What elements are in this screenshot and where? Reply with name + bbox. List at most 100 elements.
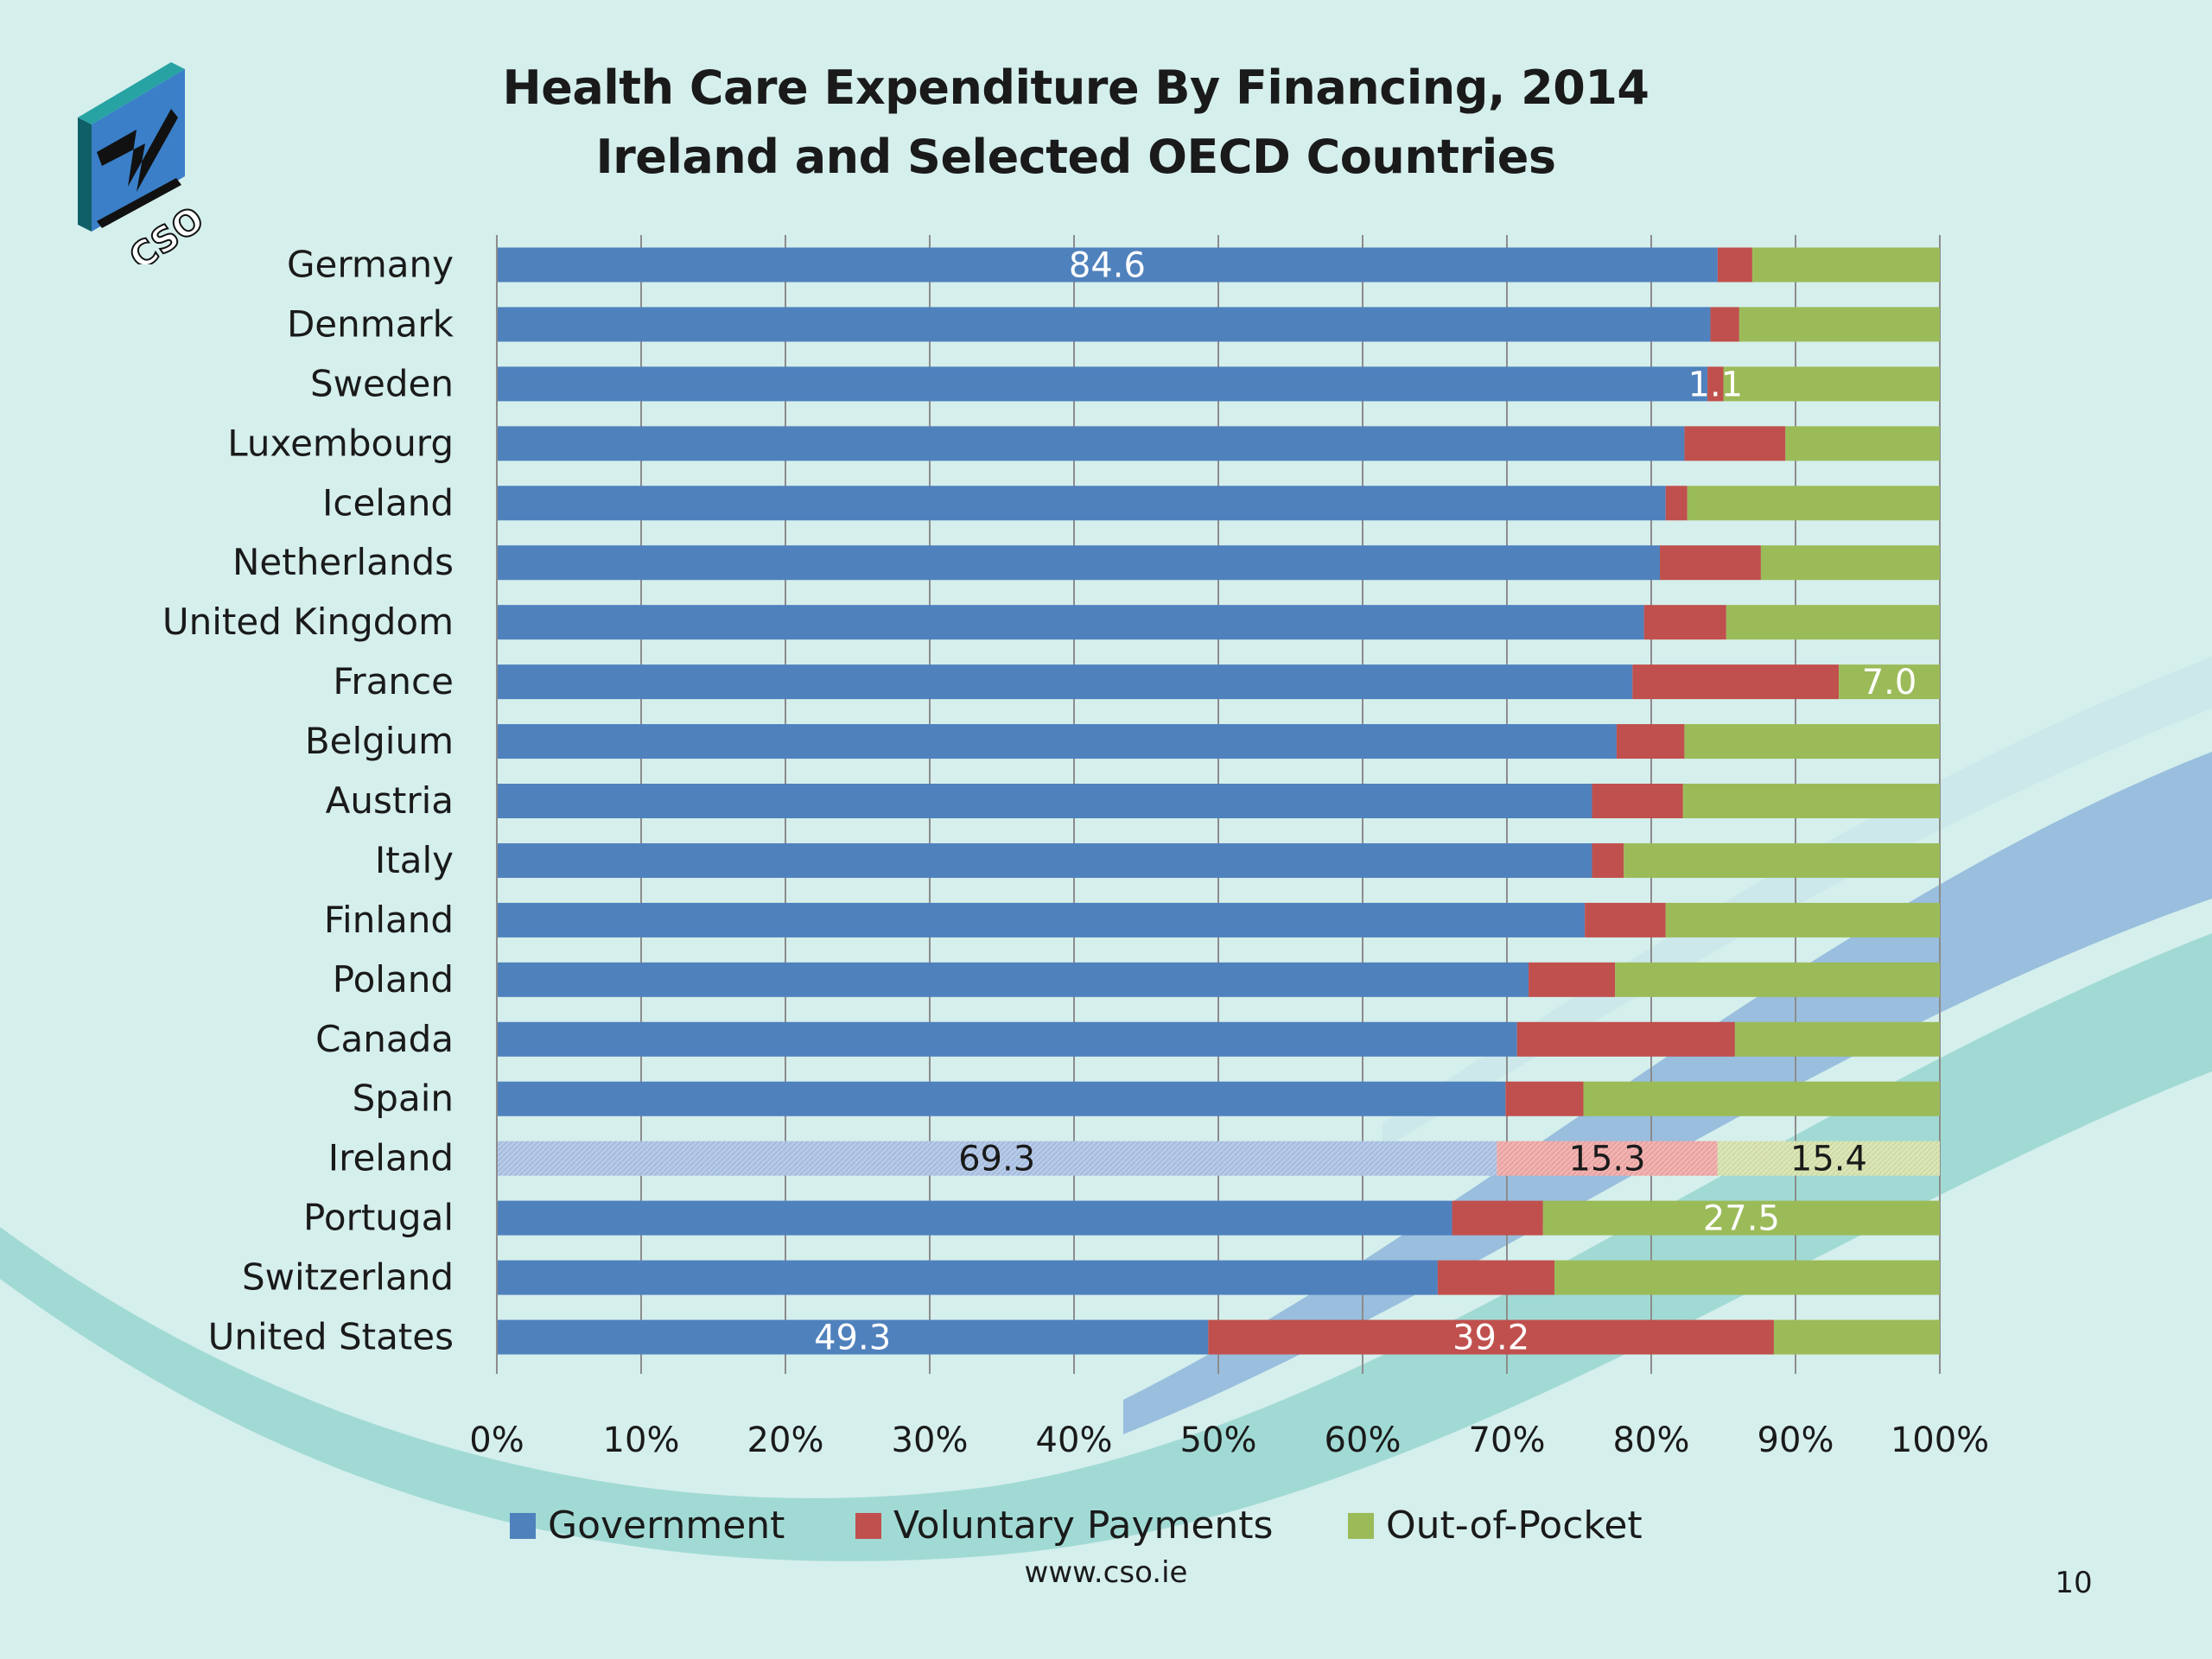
x-tick-label: 90% [1758, 1421, 1834, 1460]
category-label: Netherlands [232, 541, 454, 583]
bar-government [497, 605, 1644, 640]
category-label: Iceland [322, 481, 454, 524]
bar-voluntary [1516, 1021, 1735, 1057]
legend-label-government: Government [548, 1503, 785, 1548]
bar-out-of-pocket [1726, 605, 1940, 640]
bar-out-of-pocket [1717, 1141, 1940, 1176]
bar-voluntary [1616, 724, 1685, 760]
swoosh-teal [0, 933, 2212, 1561]
data-label: 1.1 [1688, 365, 1744, 404]
bar-out-of-pocket [1624, 842, 1940, 878]
x-tick-label: 100% [1891, 1421, 1989, 1460]
bar-voluntary [1585, 902, 1666, 938]
bar-government [497, 426, 1685, 461]
category-label: Germany [287, 243, 454, 285]
bar-voluntary [1665, 486, 1688, 521]
bar-out-of-pocket [1734, 1021, 1940, 1057]
category-label: Luxembourg [227, 422, 454, 464]
category-label: Denmark [287, 302, 454, 345]
bar-out-of-pocket [1682, 784, 1940, 818]
bar-out-of-pocket [1665, 902, 1940, 938]
bar-voluntary [1684, 426, 1786, 461]
legend-label-voluntary: Voluntary Payments [893, 1503, 1273, 1548]
bar-government [497, 842, 1592, 878]
bar-voluntary [1452, 1200, 1543, 1236]
bar-out-of-pocket [1723, 366, 1940, 402]
bar-government [497, 724, 1617, 760]
category-label: United States [208, 1316, 454, 1358]
x-tick-label: 10% [603, 1421, 680, 1460]
bar-out-of-pocket [1773, 1319, 1940, 1355]
bar-voluntary [1632, 664, 1840, 700]
category-label: Finland [324, 899, 454, 941]
bar-government [497, 962, 1529, 997]
bar-out-of-pocket [1554, 1260, 1940, 1295]
data-labels-layer: 84.6 1.1 7.0 69.3 15.3 15.4 27.5 49.3 39.2 [814, 245, 1916, 1357]
footer-url[interactable]: www.cso.ie [1024, 1555, 1188, 1590]
category-label: Belgium [305, 720, 454, 762]
category-label: Austria [326, 779, 454, 822]
x-tick-label: 60% [1325, 1421, 1402, 1460]
axis-layer: 0% 10% 20% 30% 40% 50% 60% 70% 80% 90% 100% Germany… [162, 235, 1989, 1460]
bar-government [497, 664, 1633, 700]
category-label: France [333, 660, 454, 702]
bar-government [497, 247, 1718, 283]
bar-government [497, 1200, 1452, 1236]
bar-out-of-pocket [1760, 545, 1940, 581]
category-label: Portugal [303, 1197, 454, 1239]
x-tick-label: 30% [892, 1421, 969, 1460]
bar-out-of-pocket [1738, 307, 1940, 342]
bar-government [497, 902, 1586, 938]
category-label: Switzerland [242, 1256, 454, 1299]
bar-voluntary [1710, 307, 1739, 342]
bar-government [497, 1260, 1438, 1295]
category-label: Sweden [310, 362, 454, 404]
x-tick-label: 40% [1036, 1421, 1113, 1460]
bar-voluntary [1437, 1260, 1555, 1295]
x-tick-label: 50% [1180, 1421, 1257, 1460]
bar-government [497, 1021, 1517, 1057]
bar-government [497, 1319, 1209, 1355]
cso-logo: CSO [78, 62, 212, 264]
bar-voluntary [1717, 247, 1752, 283]
bar-voluntary [1208, 1319, 1774, 1355]
data-label: 49.3 [814, 1319, 891, 1358]
bar-out-of-pocket [1615, 962, 1940, 997]
bar-out-of-pocket [1684, 724, 1940, 760]
data-label: 39.2 [1452, 1319, 1529, 1358]
bar-voluntary [1592, 784, 1683, 818]
chart-title-line-1: Health Care Expenditure By Financing, 20… [502, 60, 1649, 115]
bars-layer [497, 247, 1940, 1355]
bar-government [497, 1141, 1497, 1176]
bar-out-of-pocket [1751, 247, 1940, 283]
bar-government [497, 486, 1666, 521]
x-tick-label: 70% [1469, 1421, 1546, 1460]
bar-voluntary [1529, 962, 1616, 997]
bar-government [497, 1081, 1506, 1116]
chart-title-line-2: Ireland and Selected OECD Countries [595, 130, 1556, 184]
x-tick-label: 80% [1613, 1421, 1690, 1460]
data-label: 15.4 [1790, 1140, 1867, 1179]
bar-out-of-pocket [1583, 1081, 1940, 1116]
bar-government [497, 366, 1708, 402]
data-label: 27.5 [1703, 1199, 1780, 1239]
legend-swatch-government [510, 1513, 536, 1539]
x-tick-label: 0% [469, 1421, 524, 1460]
bar-voluntary [1660, 545, 1761, 581]
bar-government [497, 545, 1661, 581]
category-label: Spain [353, 1077, 454, 1120]
bar-out-of-pocket [1839, 664, 1940, 700]
page-number: 10 [2055, 1566, 2093, 1600]
bar-voluntary [1707, 366, 1724, 402]
data-label: 69.3 [958, 1140, 1035, 1179]
bar-government [497, 784, 1592, 818]
bar-voluntary [1592, 842, 1624, 878]
category-label: United Kingdom [162, 601, 454, 643]
data-label: 7.0 [1862, 663, 1917, 702]
category-label: Canada [315, 1018, 454, 1060]
category-label: Poland [333, 958, 454, 1001]
bar-government [497, 307, 1711, 342]
bar-voluntary [1643, 605, 1726, 640]
category-label: Italy [375, 839, 454, 881]
